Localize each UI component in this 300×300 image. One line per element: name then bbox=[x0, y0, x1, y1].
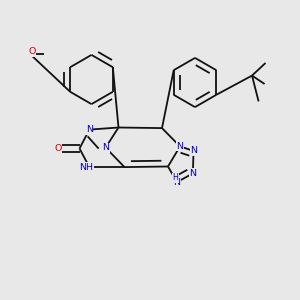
Text: N: N bbox=[173, 178, 181, 187]
Text: N: N bbox=[189, 169, 197, 178]
Text: O: O bbox=[28, 47, 35, 56]
Text: N: N bbox=[190, 146, 197, 155]
Text: N: N bbox=[102, 143, 109, 152]
Text: N: N bbox=[86, 125, 93, 134]
Text: O: O bbox=[54, 144, 61, 153]
Text: NH: NH bbox=[80, 163, 93, 172]
Text: H: H bbox=[172, 173, 178, 182]
Text: N: N bbox=[176, 142, 184, 151]
